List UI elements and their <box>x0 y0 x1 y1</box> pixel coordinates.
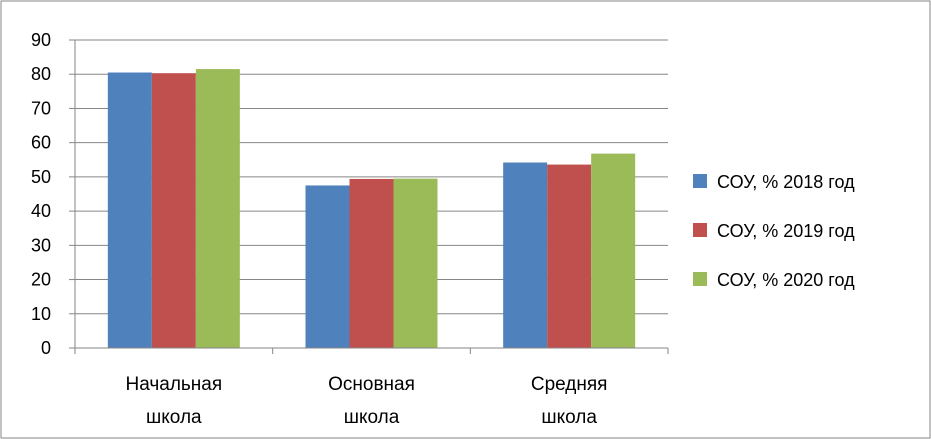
x-axis-categories: Начальная школа Основная школа Средняя школа <box>125 374 607 428</box>
bar <box>151 73 196 348</box>
y-tick-label: 60 <box>31 133 51 153</box>
axes <box>69 39 669 354</box>
bar <box>107 72 152 348</box>
x-category-label: школа <box>541 407 597 428</box>
x-category-label: Средняя <box>531 374 608 395</box>
bar <box>305 185 350 348</box>
y-tick-label: 80 <box>31 64 51 84</box>
bar <box>547 164 592 348</box>
y-tick-label: 30 <box>31 235 51 255</box>
y-tick-label: 0 <box>41 338 51 358</box>
y-tick-label: 90 <box>31 30 51 50</box>
x-category-label: школа <box>344 407 400 428</box>
bar <box>349 178 394 348</box>
legend-swatch <box>693 174 707 188</box>
x-category-label: школа <box>146 407 202 428</box>
bar <box>195 69 240 348</box>
legend-swatch <box>693 272 707 286</box>
y-axis-ticks: 0 10 20 30 40 50 60 70 80 90 <box>31 30 51 358</box>
y-tick-label: 70 <box>31 98 51 118</box>
bar <box>591 153 636 348</box>
legend: СОУ, % 2018 год СОУ, % 2019 год СОУ, % 202… <box>693 172 855 290</box>
y-tick-label: 50 <box>31 167 51 187</box>
legend-label: СОУ, % 2020 год <box>717 270 855 290</box>
bar <box>503 162 548 348</box>
legend-label: СОУ, % 2019 год <box>717 221 855 241</box>
bar <box>393 178 438 348</box>
y-tick-label: 20 <box>31 270 51 290</box>
bars <box>107 69 636 348</box>
x-category-label: Основная <box>328 374 415 395</box>
legend-label: СОУ, % 2018 год <box>717 172 855 192</box>
x-category-label: Начальная <box>125 374 222 395</box>
y-tick-label: 40 <box>31 201 51 221</box>
y-tick-label: 10 <box>31 304 51 324</box>
legend-swatch <box>693 223 707 237</box>
